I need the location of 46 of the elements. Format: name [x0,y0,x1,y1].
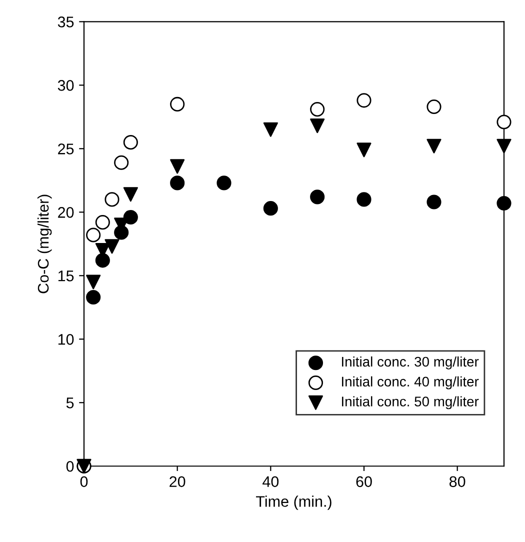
legend-label: Initial conc. 40 mg/liter [342,376,479,390]
x-tick-label: 0 [80,476,88,488]
y-tick-label: 35 [58,16,74,28]
x-tick-label: 40 [262,476,279,488]
x-tick-label: 20 [170,476,186,488]
x-tick-label: 60 [356,476,372,488]
point [263,201,278,216]
y-axis-title: Co-C (mg/liter) [37,194,52,294]
point [496,138,512,154]
legend-label: Initial conc. 50 mg/liter [342,396,479,410]
point [310,118,325,134]
point [104,239,120,254]
point [86,228,101,242]
x-tick-label: 80 [450,476,466,488]
point [86,274,101,290]
point [123,187,138,202]
y-tick-label: 15 [58,270,74,282]
point [123,135,138,150]
legend-label: Initial conc. 30 mg/liter [342,356,479,370]
point [95,215,110,230]
point [95,253,110,268]
point [216,176,232,190]
y-tick-label: 30 [58,80,74,91]
point [356,93,372,108]
y-tick-label: 25 [58,144,74,154]
y-tick-label: 5 [66,398,74,408]
point [310,190,325,204]
point [170,176,185,190]
point [426,99,442,114]
point [263,122,278,137]
y-tick-label: 20 [58,207,74,218]
point [170,159,185,174]
point [426,194,442,210]
point [114,155,129,170]
point [496,196,512,211]
point [310,102,325,117]
y-tick-label: 0 [66,460,74,472]
y-tick-label: 10 [58,334,74,345]
point [104,192,120,207]
point [356,192,372,207]
x-axis-title: Time (min.) [256,496,332,510]
point [426,138,442,154]
point [170,96,185,112]
point [86,290,101,305]
point [496,114,512,130]
point [356,142,372,158]
